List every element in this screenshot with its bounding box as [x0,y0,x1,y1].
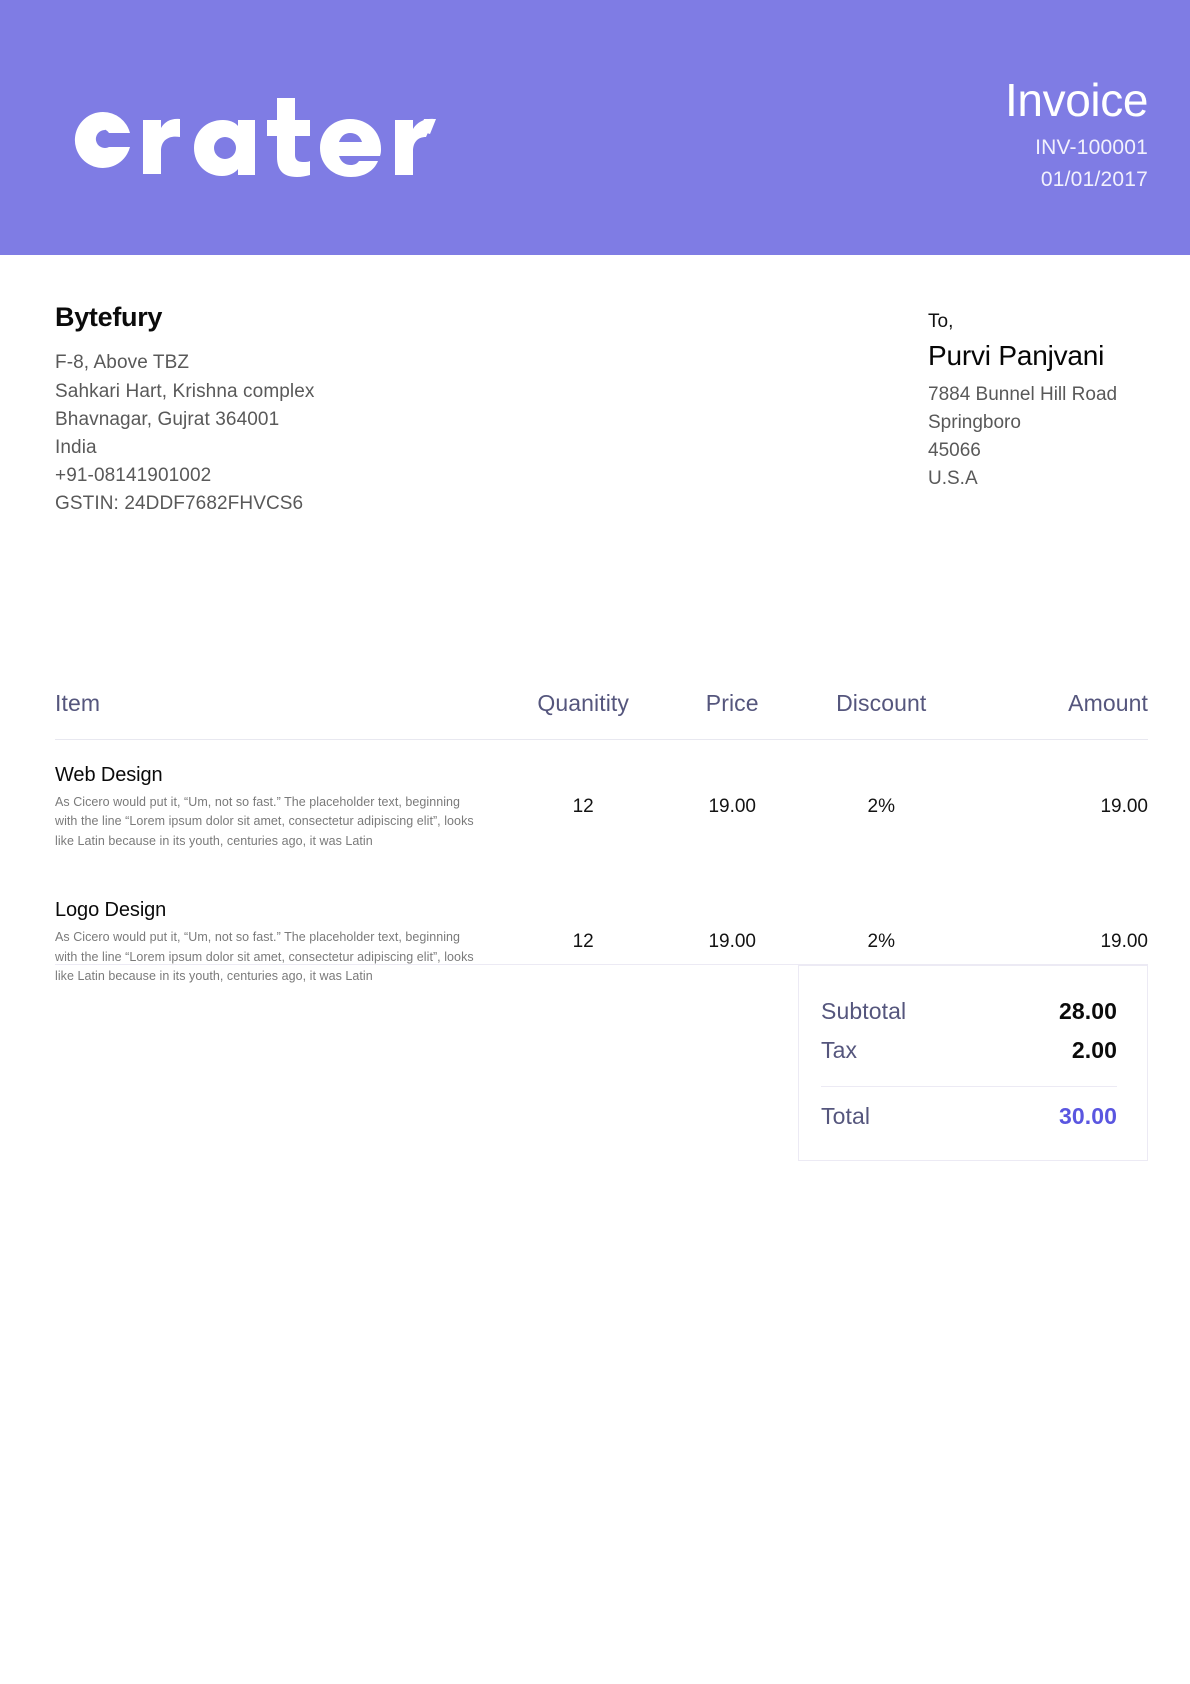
line-item-quantity: 12 [572,930,594,952]
recipient-address-line: 45066 [928,439,981,461]
column-header-amount: Amount [959,690,1148,740]
totals-top-divider [55,964,1148,965]
sender-company-name: Bytefury [55,302,163,332]
column-header-quantity: Quanitity [504,690,662,740]
sender-address-line: Sahkari Hart, Krishna complex [55,380,315,402]
totals-box: Subtotal 28.00 Tax 2.00 Total 30.00 [798,965,1148,1161]
recipient-label: To, [928,311,954,332]
recipient-address-block: To, Purvi Panjvani 7884 Bunnel Hill Road… [728,309,1148,493]
invoice-number: INV-100001 [1035,136,1148,160]
totals-section: Subtotal 28.00 Tax 2.00 Total 30.00 [55,965,1148,1161]
column-header-price: Price [661,690,803,740]
line-item-discount: 2% [867,930,895,952]
table-row: Web Design As Cicero would put it, “Um, … [55,740,1148,876]
recipient-name: Purvi Panjvani [928,339,1105,371]
line-item-amount: 19.00 [1100,795,1148,817]
invoice-title: Invoice [1005,74,1148,126]
line-items-table: Item Quanitity Price Discount Amount Web… [55,690,1148,1010]
address-section: Bytefury F-8, Above TBZ Sahkari Hart, Kr… [0,301,1190,591]
recipient-address-line: Springboro [928,411,1021,433]
column-header-discount: Discount [802,690,960,740]
sender-address-line: F-8, Above TBZ [55,352,190,374]
subtotal-row: Subtotal 28.00 [821,992,1117,1031]
line-item-description: As Cicero would put it, “Um, not so fast… [55,795,474,848]
line-item-description: As Cicero would put it, “Um, not so fast… [55,930,474,983]
tax-row: Tax 2.00 [821,1031,1117,1070]
line-item-price: 19.00 [708,795,756,817]
line-items-section: Item Quanitity Price Discount Amount Web… [55,690,1148,1010]
tax-label: Tax [821,1037,858,1063]
tax-value: 2.00 [1071,1037,1117,1063]
invoice-date: 01/01/2017 [1040,168,1148,192]
total-label: Total [821,1103,871,1129]
table-header-row: Item Quanitity Price Discount Amount [55,690,1148,740]
sender-phone: +91-08141901002 [55,464,212,486]
line-item-cell: Logo Design As Cicero would put it, “Um,… [55,875,505,1010]
recipient-address-line: U.S.A [928,467,978,489]
totals-divider [821,1086,1117,1087]
subtotal-label: Subtotal [821,998,907,1024]
sender-address-line: Bhavnagar, Gujrat 364001 [55,408,280,430]
line-item-price: 19.00 [708,930,756,952]
line-item-quantity: 12 [572,795,594,817]
sender-address-block: Bytefury F-8, Above TBZ Sahkari Hart, Kr… [55,301,615,518]
subtotal-value: 28.00 [1058,998,1117,1024]
column-header-item: Item [55,690,505,740]
line-item-amount: 19.00 [1100,930,1148,952]
line-item-discount: 2% [867,795,895,817]
total-value: 30.00 [1058,1103,1117,1129]
invoice-header-meta: Invoice INV-100001 01/01/2017 [1005,76,1148,196]
line-item-name: Logo Design [55,899,167,922]
recipient-address-line: 7884 Bunnel Hill Road [928,383,1118,405]
sender-address-line: India [55,436,97,458]
crater-logo-icon [55,86,495,194]
grand-total-row: Total 30.00 [821,1097,1117,1136]
line-item-name: Web Design [55,764,163,786]
sender-gstin: GSTIN: 24DDF7682FHVCS6 [55,492,304,514]
invoice-header-band: Invoice INV-100001 01/01/2017 [0,0,1190,255]
line-item-cell: Web Design As Cicero would put it, “Um, … [55,740,505,876]
table-row: Logo Design As Cicero would put it, “Um,… [55,875,1148,1010]
